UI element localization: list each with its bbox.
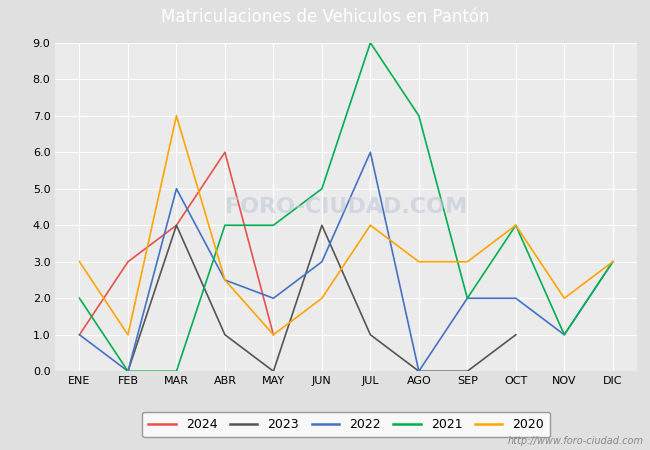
2023 [415,369,422,374]
2023 [172,223,180,228]
2021 [172,369,180,374]
2021 [512,223,520,228]
2024 [172,223,180,228]
2024 [75,332,83,338]
2023 [124,369,132,374]
2022 [318,259,326,265]
2020 [318,296,326,301]
2021 [609,259,617,265]
2022 [463,296,471,301]
2022 [609,259,617,265]
Text: Matriculaciones de Vehiculos en Pantón: Matriculaciones de Vehiculos en Pantón [161,8,489,26]
2020 [75,259,83,265]
2021 [75,296,83,301]
2022 [512,296,520,301]
2023 [512,332,520,338]
Line: 2024: 2024 [79,152,274,335]
Line: 2023: 2023 [128,225,516,371]
2021 [463,296,471,301]
2020 [367,223,374,228]
2020 [124,332,132,338]
2023 [367,332,374,338]
2021 [270,223,278,228]
2020 [415,259,422,265]
2021 [124,369,132,374]
2022 [75,332,83,338]
2022 [124,369,132,374]
2021 [318,186,326,191]
Text: http://www.foro-ciudad.com: http://www.foro-ciudad.com [508,436,644,446]
2024 [270,332,278,338]
2024 [221,149,229,155]
Line: 2021: 2021 [79,43,613,371]
2020 [270,332,278,338]
Legend: 2024, 2023, 2022, 2021, 2020: 2024, 2023, 2022, 2021, 2020 [142,412,551,437]
2021 [560,332,568,338]
Line: 2022: 2022 [79,152,613,371]
Text: FORO-CIUDAD.COM: FORO-CIUDAD.COM [225,197,467,217]
2022 [172,186,180,191]
Line: 2020: 2020 [79,116,613,335]
2020 [512,223,520,228]
2020 [609,259,617,265]
2021 [415,113,422,118]
2020 [172,113,180,118]
2020 [221,277,229,283]
2023 [221,332,229,338]
2022 [367,149,374,155]
2021 [221,223,229,228]
2020 [560,296,568,301]
2024 [124,259,132,265]
2020 [463,259,471,265]
2023 [318,223,326,228]
2021 [367,40,374,45]
2022 [270,296,278,301]
2022 [221,277,229,283]
2022 [415,369,422,374]
2022 [560,332,568,338]
2023 [270,369,278,374]
2023 [463,369,471,374]
